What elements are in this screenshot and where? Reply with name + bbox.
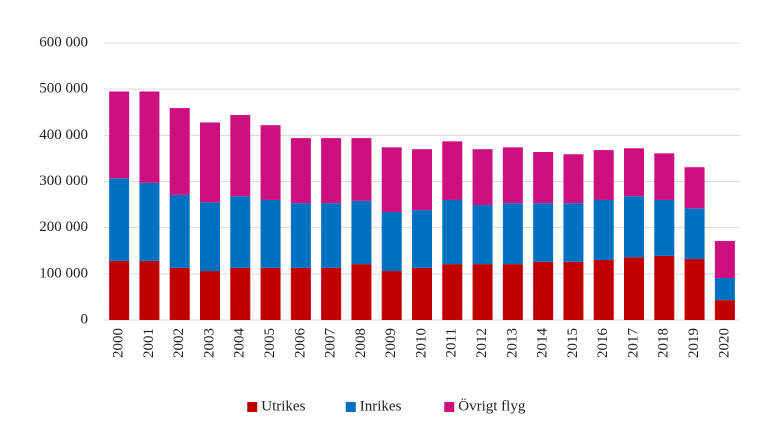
bar-segment [321, 267, 342, 320]
y-tick-label: 600 000 [39, 34, 88, 50]
legend-swatch [247, 402, 258, 412]
x-tick-label: 2000 [111, 328, 127, 358]
bar-segment [502, 203, 523, 265]
bar-segment [290, 267, 311, 320]
bar-segment [624, 148, 644, 197]
bar-segment [109, 91, 130, 179]
bar-segment [654, 199, 675, 256]
bar-segment [684, 208, 705, 260]
x-tick-label: 2008 [353, 328, 369, 358]
bar-segment [109, 178, 130, 261]
y-tick-label: 0 [81, 311, 89, 327]
x-tick-label: 2019 [686, 328, 702, 358]
bar-segment [533, 203, 554, 262]
bar-segment [139, 91, 160, 183]
bar-segment [290, 138, 311, 204]
bar-segment [260, 199, 281, 268]
bar-segment [714, 277, 735, 301]
x-tick-label: 2016 [595, 328, 611, 359]
bar-segment [351, 138, 372, 201]
bar-segment [472, 264, 493, 320]
bar-segment [684, 167, 705, 209]
y-tick-label: 200 000 [39, 219, 88, 235]
bar-segment [230, 267, 251, 320]
legend-swatch [345, 402, 356, 412]
bar-segment [563, 261, 584, 320]
bar-segment [200, 271, 220, 320]
bar-segment [412, 149, 432, 211]
bar-segment [200, 202, 220, 272]
bar-segment [109, 260, 130, 320]
bar-segment [593, 199, 614, 260]
bar-segment [593, 150, 614, 200]
bar-segment [290, 203, 311, 268]
x-tick-label: 2005 [262, 328, 278, 358]
bar-segment [412, 210, 432, 268]
legend-swatch [444, 402, 455, 412]
bar-segment [593, 259, 614, 320]
bar-segment [654, 153, 675, 200]
bar-segment [169, 108, 190, 195]
bar-segment [230, 115, 251, 197]
legend-label: Övrigt flyg [458, 397, 526, 414]
bar-segment [654, 255, 675, 320]
legend-label: Inrikes [360, 398, 402, 414]
bar-segment [200, 122, 220, 203]
bar-segment [442, 141, 463, 200]
bar-segment [412, 267, 432, 320]
x-tick-label: 2002 [171, 328, 187, 358]
bar-segment [381, 271, 402, 320]
x-tick-label: 2001 [141, 328, 157, 358]
bar-segment [169, 267, 190, 320]
x-tick-label: 2006 [292, 328, 308, 359]
x-tick-label: 2018 [656, 328, 672, 358]
bar-segment [381, 147, 402, 212]
bar-segment [169, 194, 190, 268]
bar-segment [321, 203, 342, 268]
y-tick-label: 400 000 [39, 127, 88, 143]
bar-segment [533, 151, 554, 204]
bar-segment [442, 264, 463, 320]
x-tick-label: 2012 [474, 328, 490, 358]
x-tick-label: 2007 [323, 328, 339, 359]
x-tick-label: 2020 [716, 328, 732, 358]
x-tick-label: 2010 [413, 328, 429, 358]
bar-segment [442, 199, 463, 265]
x-tick-label: 2015 [565, 328, 581, 358]
x-tick-label: 2014 [535, 328, 551, 359]
x-tick-label: 2011 [444, 328, 460, 357]
bar-segment [230, 196, 251, 268]
bar-segment [624, 257, 644, 320]
x-tick-label: 2017 [625, 328, 641, 359]
bar-segment [624, 196, 644, 258]
bar-segment [533, 261, 554, 320]
bar-segment [714, 300, 735, 320]
bar-segment [472, 149, 493, 206]
legend-label: Utrikes [261, 398, 305, 414]
bar-segment [563, 203, 584, 262]
bar-segment [260, 267, 281, 320]
y-tick-label: 300 000 [39, 173, 88, 189]
bar-segment [321, 138, 342, 204]
x-tick-label: 2004 [232, 328, 248, 359]
y-tick-label: 500 000 [39, 81, 88, 97]
x-tick-label: 2009 [383, 328, 399, 358]
bar-segment [351, 264, 372, 320]
y-tick-label: 100 000 [39, 265, 88, 281]
x-tick-label: 2013 [504, 328, 520, 358]
bar-segment [139, 260, 160, 320]
bar-segment [684, 259, 705, 320]
bar-segment [260, 125, 281, 200]
bar-segment [502, 264, 523, 320]
bar-segment [502, 147, 523, 204]
bar-segment [351, 200, 372, 265]
x-tick-label: 2003 [201, 328, 217, 358]
bar-segment [472, 205, 493, 265]
bar-segment [381, 211, 402, 272]
bar-segment [563, 154, 584, 204]
bar-segment [139, 182, 160, 261]
bar-segment [714, 241, 735, 278]
